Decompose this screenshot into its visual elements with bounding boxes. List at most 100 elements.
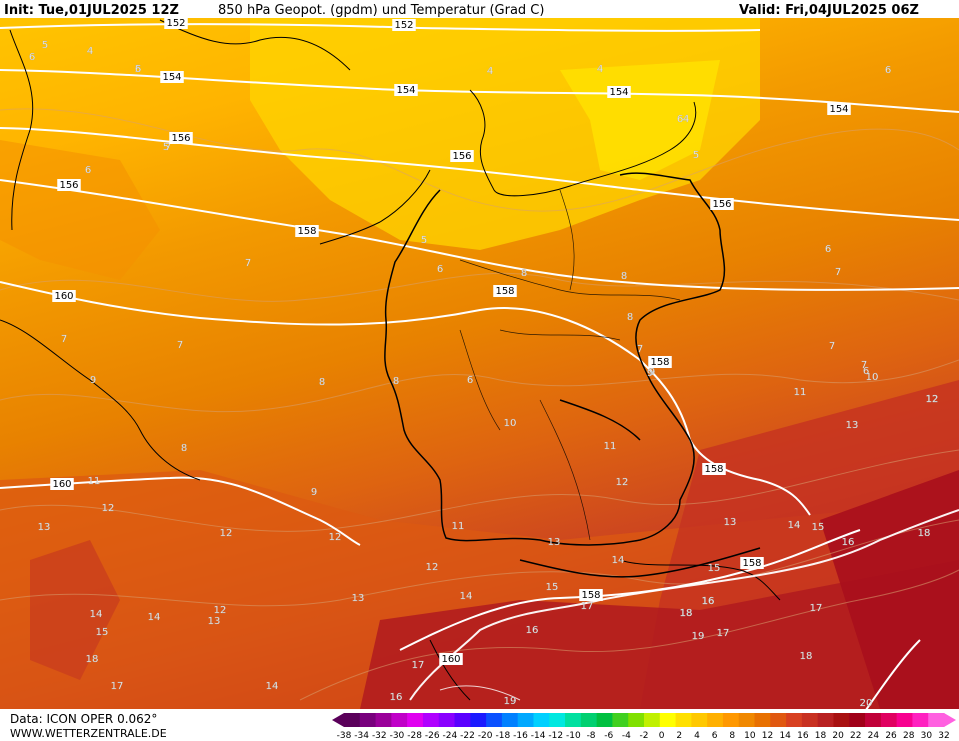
svg-text:156: 156 [712,199,731,210]
colorbar-swatch [344,713,361,727]
colorbar-arrow-right [944,713,956,727]
colorbar-tick-label: -14 [531,731,546,739]
isotherm-label: 8 [521,268,527,279]
geopotential-label: 154 [160,71,184,83]
colorbar-swatch [454,713,471,727]
isotherm-label: 18 [680,608,693,619]
isotherm-label: 7 [637,344,643,355]
isotherm-label: 11 [604,441,617,452]
colorbar-swatch [659,713,677,727]
isotherm-label: 18 [86,654,99,665]
colorbar-tick-label: 20 [832,731,844,739]
colorbar-tick-label: -4 [622,731,631,739]
colorbar-tick-label: 18 [815,731,827,739]
geopotential-label: 158 [648,356,672,368]
isotherm-label: 12 [926,394,939,405]
isotherm-label: 18 [680,608,693,619]
colorbar-swatch [707,713,724,727]
footer-bar: Data: ICON OPER 0.062° WWW.WETTERZENTRAL… [0,709,959,741]
svg-text:160: 160 [441,654,460,665]
colorbar-swatch [470,713,487,727]
isotherm-label: 14 [266,681,279,692]
isotherm-label: 14 [788,520,801,531]
country-borders [384,172,761,578]
svg-text:158: 158 [742,558,761,569]
coastlines [0,19,781,701]
isotherm-label: 14 [612,555,625,566]
isotherm-label: 19 [504,696,517,707]
colorbar-swatch [896,713,913,727]
isotherm-label: 8 [621,271,627,282]
colorbar-tick-label: -12 [548,731,563,739]
colorbar-swatch [738,713,756,727]
colorbar-swatch [501,713,519,727]
isotherm-label: 17 [581,601,594,612]
colorbar-tick-label: -22 [460,731,475,739]
colorbar-tick-label: 4 [694,731,700,739]
colorbar-swatch [754,713,771,727]
isotherm-label: 12 [220,528,233,539]
isotherm-label: 18 [918,528,931,539]
geopotential-label: 158 [493,285,517,297]
svg-text:154: 154 [609,87,628,98]
colorbar-swatch [580,713,598,727]
geopotential-label: 158 [295,225,319,237]
colorbar-tick-label: 6 [712,731,718,739]
colorbar-swatch [912,713,929,727]
colorbar-tick-label: -20 [478,731,493,739]
geopotential-label: 158 [740,557,764,569]
isotherm-label: 4 [597,64,603,75]
colorbar-swatch [770,713,787,727]
isotherm-label: 8 [393,376,399,387]
isotherm-label: 5 [42,40,48,51]
hottest-region-south [360,560,959,709]
geopotential-label: 156 [710,198,734,210]
colorbar-swatch [675,713,692,727]
isotherm-label: 16 [842,537,855,548]
svg-text:158: 158 [704,464,723,475]
alps-contour [409,509,959,701]
colorbar-tick-label: 28 [903,731,915,739]
colorbar-swatch [691,713,708,727]
colorbar-tick-label: -10 [566,731,581,739]
colorbar-tick-label: 16 [797,731,809,739]
isotherm-label: 8 [319,377,325,388]
isotherm-label: 18 [800,651,813,662]
isotherm-label: 6 [863,366,869,377]
geopotential-label: 160 [52,290,76,302]
svg-text:154: 154 [829,104,848,115]
geopotential-label: 158 [702,463,726,475]
warm-patch-southwest [30,540,120,680]
valid-time: Valid: Fri,04JUL2025 06Z [739,3,919,18]
colorbar-tick-label: -38 [337,731,352,739]
colorbar-swatch [517,713,534,727]
isotherm-label: 11 [88,476,101,487]
isotherm-label: 19 [692,631,705,642]
geopotential-label: 154 [394,84,418,96]
isotherm-label: 9 [311,487,317,498]
isotherm-label: 7 [861,360,867,371]
isotherm-label: 13 [846,420,859,431]
colorbar-swatch [565,713,582,727]
isotherm-label: 7 [245,258,251,269]
isotherm-label: 14 [90,609,103,620]
colorbar-swatch [628,713,645,727]
colorbar-tick-label: -2 [640,731,649,739]
isotherm-label: 5 [163,142,169,153]
alps-contour-inner [439,685,521,701]
isotherm-label: 12 [329,532,342,543]
colorbar: -38 -34 -32 -30 -28 -26 -24 -22 -20 -18 -16 -14 -12-… [332,713,956,739]
colorbar-swatch [407,713,424,727]
colorbar-swatch [817,713,834,727]
isotherm-label: 17 [111,681,124,692]
isotherm-label: 8 [627,312,633,323]
geopotential-label: 152 [392,19,416,31]
isotherm-label: 16 [390,692,403,703]
colorbar-tick-label: 26 [885,731,897,739]
colorbar-swatch [359,713,377,727]
isotherm-label: 17 [810,603,823,614]
isotherm-label: 9 [90,375,96,386]
isotherm-label: 20 [860,698,873,709]
colorbar-swatch [422,713,440,727]
